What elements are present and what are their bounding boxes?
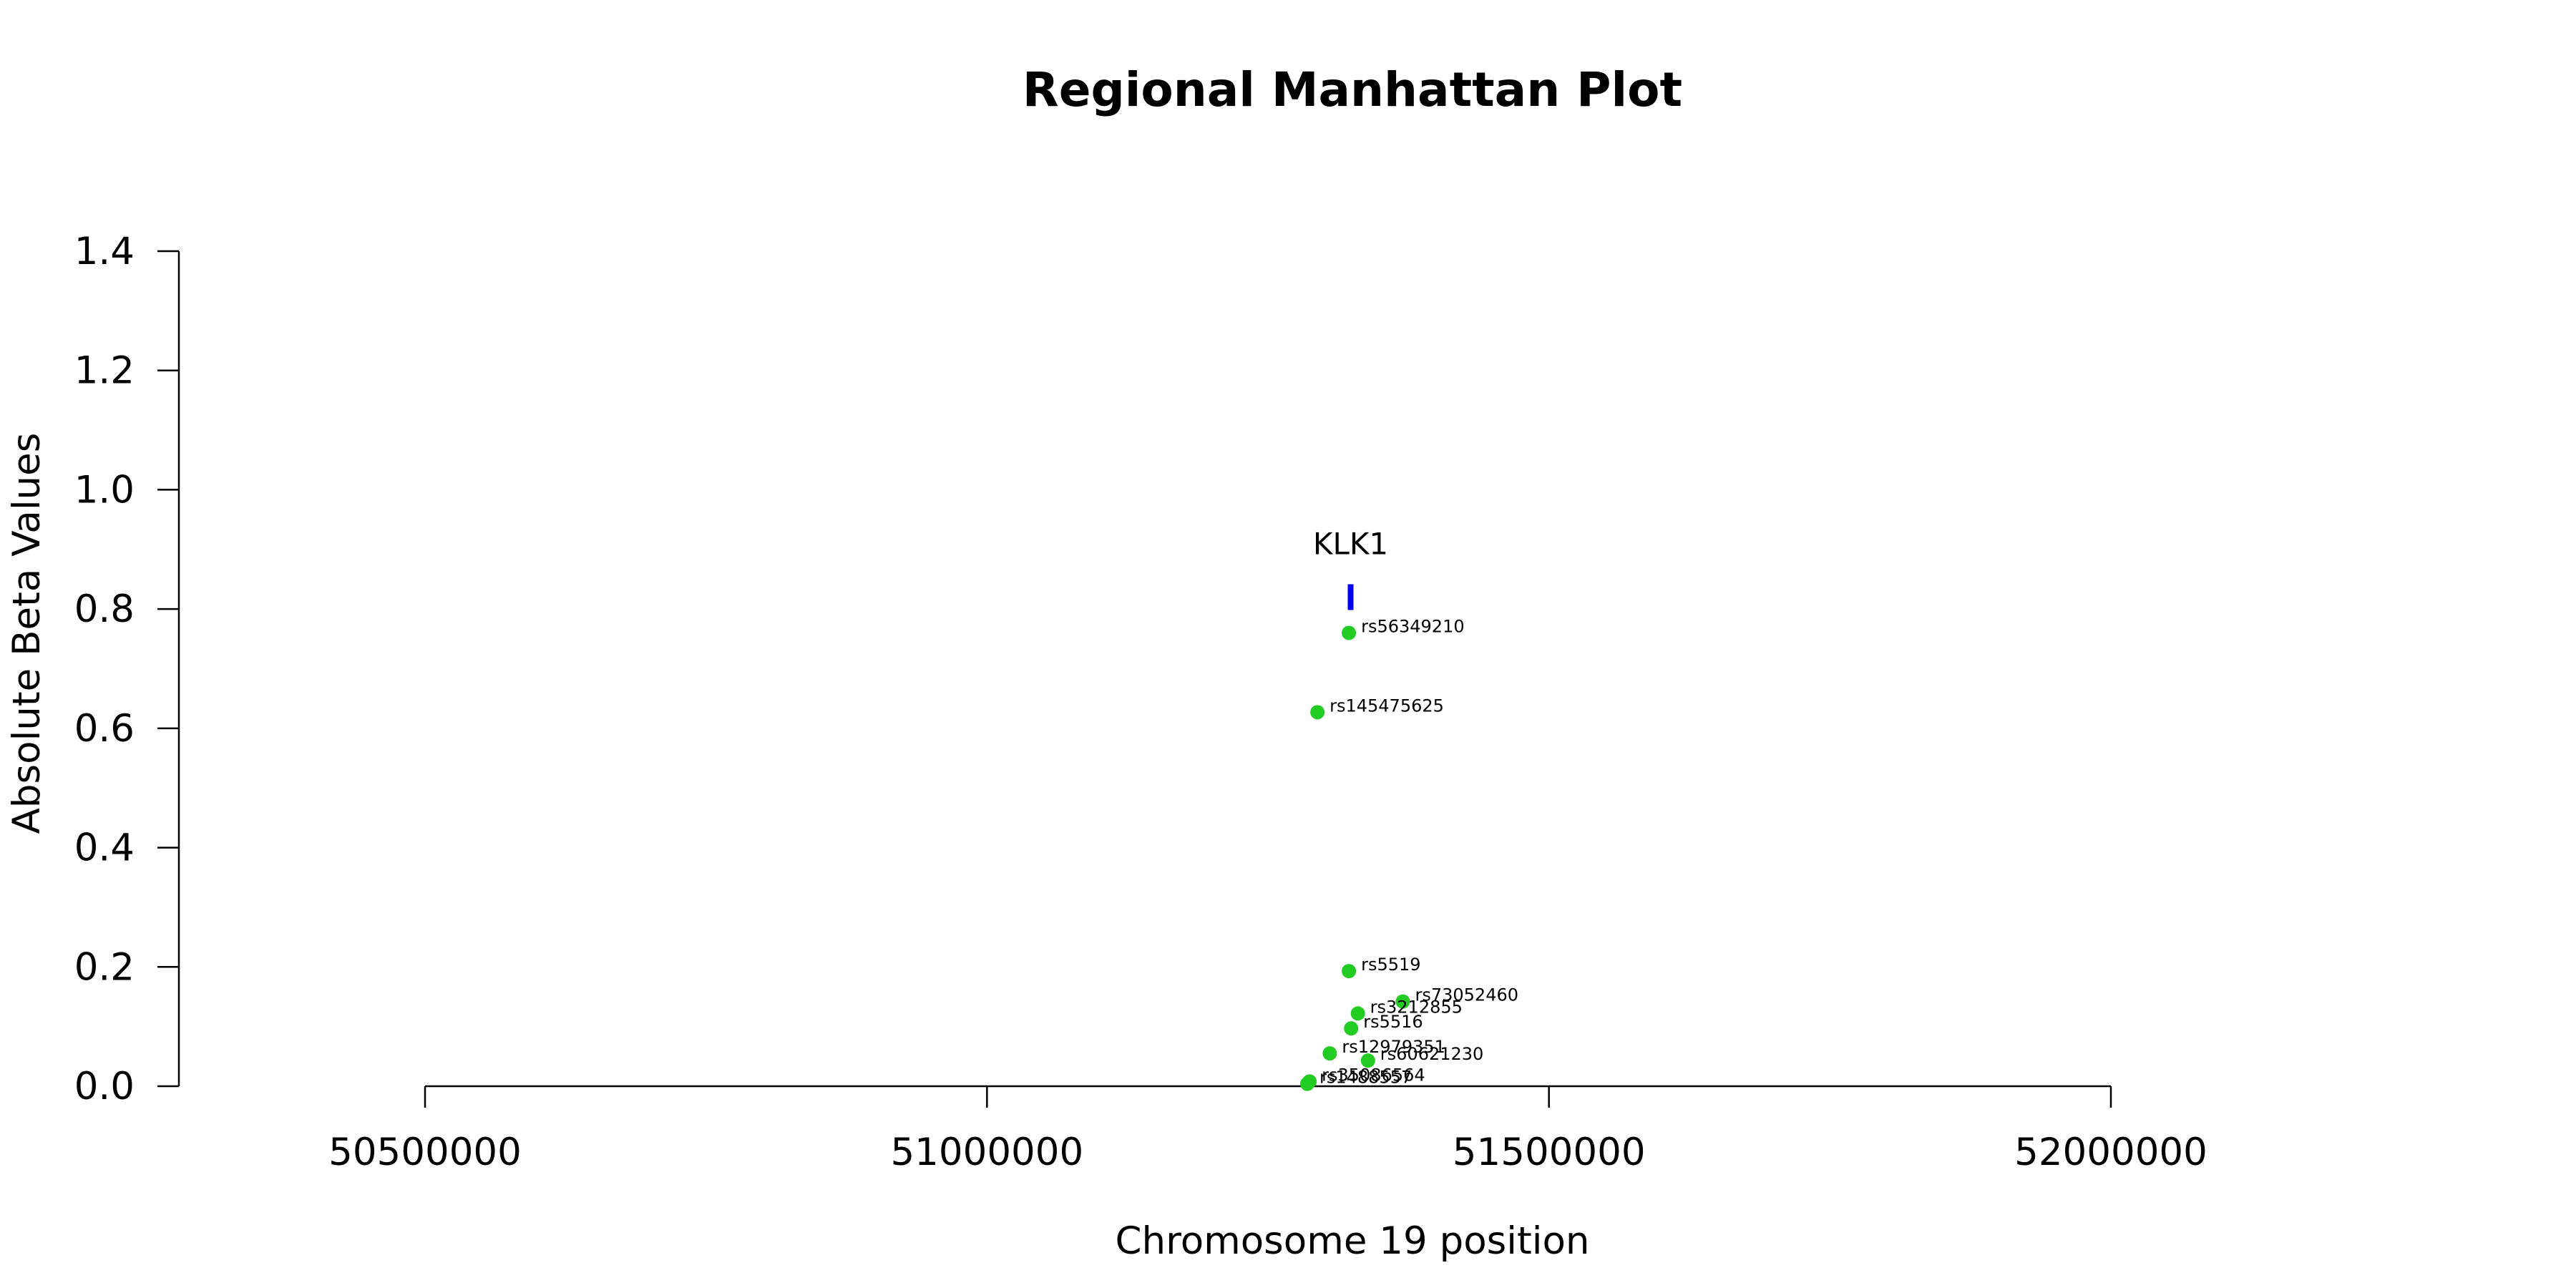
y-tick-label: 0.4	[74, 826, 135, 870]
x-tick-label: 51000000	[890, 1131, 1083, 1174]
snp-label: rs5516	[1363, 1012, 1423, 1032]
snp-point	[1395, 994, 1410, 1009]
y-tick-label: 0.6	[74, 707, 135, 751]
snp-points: rs56349210rs145475625rs5519rs73052460rs3…	[1299, 616, 1518, 1091]
snp-point	[1360, 1053, 1375, 1068]
chart-title: Regional Manhattan Plot	[1023, 62, 1682, 117]
snp-label: rs12979351	[1342, 1037, 1445, 1057]
y-tick-label: 0.8	[74, 587, 135, 631]
x-axis-label: Chromosome 19 position	[1115, 1219, 1589, 1263]
y-tick-label: 1.4	[74, 230, 135, 273]
snp-point	[1299, 1076, 1314, 1091]
snp-label: rs1488557	[1319, 1068, 1412, 1088]
y-tick-label: 1.2	[74, 349, 135, 393]
gene-bar	[1347, 584, 1354, 610]
y-tick-label: 0.2	[74, 945, 135, 989]
y-tick-label: 0.0	[74, 1065, 135, 1108]
y-tick-label: 1.0	[74, 468, 135, 512]
x-tick-label: 50500000	[328, 1131, 522, 1174]
snp-point	[1342, 625, 1357, 640]
snp-label: rs5519	[1361, 955, 1420, 975]
gene-label: KLK1	[1313, 526, 1388, 561]
x-axis: 50500000 51000000 51500000 52000000	[328, 1085, 2207, 1174]
snp-label: rs35086564	[1322, 1065, 1425, 1085]
x-tick-label: 51500000	[1453, 1131, 1646, 1174]
snp-point	[1344, 1021, 1359, 1036]
snp-label: rs56349210	[1361, 616, 1465, 636]
snp-label: rs73052460	[1415, 985, 1518, 1005]
snp-label: rs60621230	[1380, 1044, 1484, 1064]
x-tick-label: 52000000	[2014, 1131, 2207, 1174]
snp-label: rs3212855	[1370, 997, 1463, 1017]
snp-point	[1342, 964, 1357, 979]
snp-point	[1310, 705, 1325, 720]
snp-label: rs145475625	[1330, 696, 1444, 716]
y-axis-label: Absolute Beta Values	[5, 433, 49, 834]
y-axis: 0.0 0.2 0.4 0.6 0.8 1.0 1.2 1.4	[74, 230, 180, 1108]
gene-track: KLK1	[1313, 526, 1388, 610]
snp-point	[1350, 1006, 1365, 1021]
snp-point	[1322, 1046, 1337, 1061]
